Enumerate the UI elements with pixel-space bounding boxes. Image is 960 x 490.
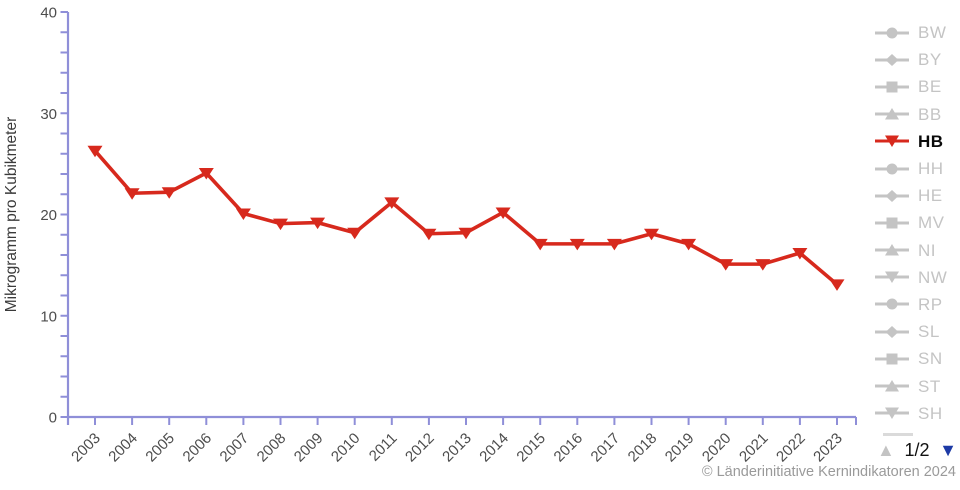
legend-item-label: HE — [918, 186, 943, 206]
legend-item-label: HH — [918, 159, 944, 179]
svg-text:2014: 2014 — [476, 430, 512, 466]
legend-marker-triangle-down-icon — [875, 407, 909, 420]
svg-text:40: 40 — [40, 5, 57, 22]
svg-text:2021: 2021 — [736, 430, 772, 466]
svg-text:2004: 2004 — [105, 430, 141, 466]
svg-text:2019: 2019 — [662, 430, 698, 466]
legend-item-label: BE — [918, 77, 942, 97]
legend-item-label: BW — [918, 23, 947, 43]
svg-text:20: 20 — [40, 207, 57, 224]
legend-item-label: NI — [918, 240, 936, 260]
legend-marker-line-icon — [883, 433, 913, 436]
legend-item-label: BY — [918, 50, 942, 70]
legend-marker-triangle-down-icon — [875, 271, 909, 284]
svg-text:2017: 2017 — [588, 430, 624, 466]
legend-marker-square-icon — [875, 217, 909, 229]
legend-marker-circle-icon — [875, 27, 909, 39]
svg-text:2023: 2023 — [810, 430, 846, 466]
legend-item-clipped[interactable] — [883, 433, 913, 437]
legend-marker-triangle-down-icon — [875, 135, 909, 148]
legend-marker-diamond-icon — [875, 53, 909, 66]
legend-pagination: ▲ 1/2 ▼ — [877, 441, 957, 459]
legend-item-be[interactable]: BE — [874, 73, 960, 100]
svg-text:2009: 2009 — [291, 430, 327, 466]
legend-item-hh[interactable]: HH — [874, 155, 960, 182]
svg-text:2010: 2010 — [328, 430, 364, 466]
svg-text:2011: 2011 — [366, 430, 401, 465]
svg-text:2015: 2015 — [513, 430, 549, 466]
legend-item-label: NW — [918, 267, 948, 287]
legend-item-mv[interactable]: MV — [874, 209, 960, 236]
legend-item-sh[interactable]: SH — [874, 400, 960, 427]
legend-item-label: SL — [918, 322, 940, 342]
legend-item-label: HB — [918, 131, 944, 151]
legend-item-ni[interactable]: NI — [874, 237, 960, 264]
svg-text:2005: 2005 — [142, 430, 178, 466]
legend-marker-diamond-icon — [875, 325, 909, 338]
svg-text:2022: 2022 — [773, 430, 809, 466]
legend-marker-triangle-up-icon — [875, 108, 909, 120]
svg-text:2008: 2008 — [254, 430, 290, 466]
page-up-icon[interactable]: ▲ — [877, 440, 895, 460]
legend-marker-triangle-up-icon — [875, 244, 909, 256]
page-down-icon[interactable]: ▼ — [939, 440, 957, 460]
legend-marker-square-icon — [875, 81, 909, 93]
legend-item-label: RP — [918, 294, 943, 314]
legend-item-label: ST — [918, 376, 941, 396]
legend-marker-circle-icon — [875, 163, 909, 175]
svg-text:2007: 2007 — [217, 430, 253, 466]
svg-text:10: 10 — [40, 308, 57, 325]
svg-text:2003: 2003 — [68, 430, 104, 466]
legend-item-hb[interactable]: HB — [874, 128, 960, 155]
legend-marker-triangle-up-icon — [875, 380, 909, 392]
svg-text:30: 30 — [40, 106, 57, 123]
legend-item-label: BB — [918, 104, 942, 124]
legend: BW BY BE BB HB HH HE MV NI NW RP SL SN ST SH — [874, 19, 960, 427]
svg-text:Mikrogramm pro Kubikmeter: Mikrogramm pro Kubikmeter — [3, 117, 20, 313]
svg-text:2013: 2013 — [439, 430, 475, 466]
legend-marker-square-icon — [875, 353, 909, 365]
legend-marker-circle-icon — [875, 298, 909, 310]
legend-item-nw[interactable]: NW — [874, 264, 960, 291]
legend-item-bw[interactable]: BW — [874, 19, 960, 46]
svg-text:2020: 2020 — [699, 430, 735, 466]
legend-item-rp[interactable]: RP — [874, 291, 960, 318]
svg-text:0: 0 — [49, 410, 57, 427]
legend-item-by[interactable]: BY — [874, 46, 960, 73]
legend-item-sn[interactable]: SN — [874, 345, 960, 372]
svg-text:2006: 2006 — [180, 430, 216, 466]
svg-text:2012: 2012 — [402, 430, 438, 466]
legend-item-label: SN — [918, 349, 943, 369]
svg-text:2016: 2016 — [551, 430, 587, 466]
legend-item-bb[interactable]: BB — [874, 101, 960, 128]
legend-item-label: MV — [918, 213, 945, 233]
legend-item-he[interactable]: HE — [874, 182, 960, 209]
copyright: © Länderinitiative Kernindikatoren 2024 — [701, 464, 956, 480]
legend-item-st[interactable]: ST — [874, 372, 960, 399]
svg-text:2018: 2018 — [625, 430, 661, 466]
legend-marker-diamond-icon — [875, 189, 909, 202]
legend-item-sl[interactable]: SL — [874, 318, 960, 345]
page-indicator: 1/2 — [904, 440, 930, 460]
legend-item-label: SH — [918, 403, 943, 423]
